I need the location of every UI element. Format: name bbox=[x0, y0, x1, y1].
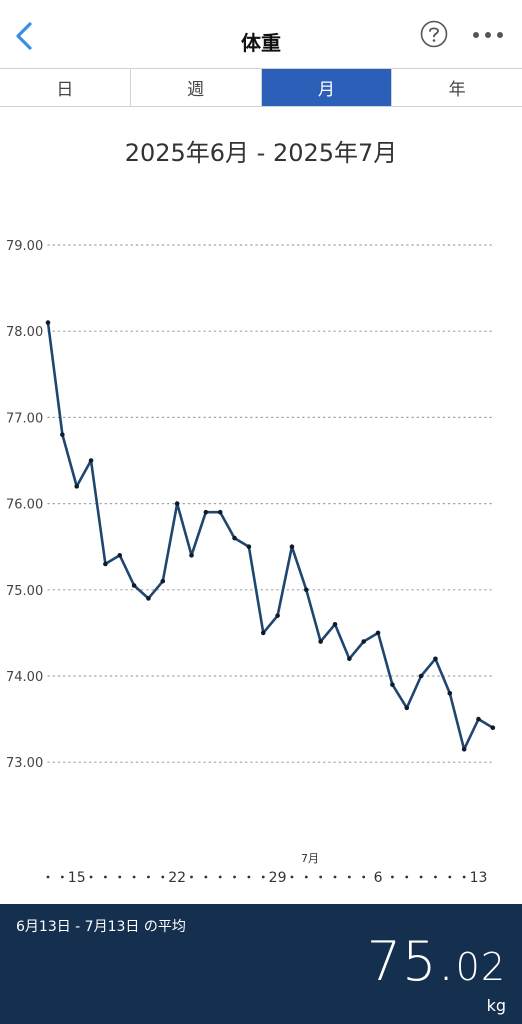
data-point bbox=[246, 544, 252, 549]
x-tick-dot bbox=[462, 875, 466, 879]
data-point bbox=[74, 484, 79, 489]
x-tick-dot bbox=[448, 875, 452, 879]
data-point bbox=[260, 630, 266, 636]
y-tick-label: 79.00 bbox=[6, 239, 43, 254]
average-value: 75.02 bbox=[367, 930, 506, 993]
data-point bbox=[45, 320, 51, 325]
average-label: 6月13日 - 7月13日 の平均 bbox=[16, 919, 186, 935]
x-tick-dot bbox=[147, 875, 150, 879]
average-value-dot: . bbox=[437, 930, 456, 993]
y-tick-label: 78.00 bbox=[6, 325, 43, 340]
data-point bbox=[332, 621, 338, 627]
y-tick-label: 74.00 bbox=[6, 670, 43, 685]
data-point bbox=[131, 583, 137, 588]
x-tick-label: 15 bbox=[68, 870, 86, 886]
tab-day[interactable]: 日 bbox=[0, 69, 131, 106]
data-point bbox=[476, 716, 481, 722]
x-tick-dot bbox=[261, 875, 265, 879]
weight-series-line bbox=[46, 322, 494, 751]
tab-month[interactable]: 月 bbox=[261, 69, 393, 106]
question-circle-icon bbox=[420, 20, 448, 48]
tab-week[interactable]: 週 bbox=[131, 69, 262, 106]
x-tick-dot bbox=[419, 875, 423, 879]
ellipsis-icon bbox=[473, 32, 503, 38]
x-tick-dot bbox=[104, 875, 107, 879]
x-tick-dot bbox=[391, 875, 394, 879]
y-tick-label: 73.00 bbox=[6, 756, 43, 771]
x-tick-dot bbox=[218, 875, 222, 879]
data-point bbox=[461, 746, 467, 752]
x-tick-dot bbox=[233, 875, 236, 879]
data-point bbox=[361, 639, 367, 644]
x-tick-label: 6 bbox=[374, 870, 383, 886]
nav-bar: 体重 bbox=[0, 0, 522, 68]
tab-year[interactable]: 年 bbox=[448, 80, 466, 100]
data-point bbox=[289, 544, 295, 549]
data-point bbox=[174, 501, 180, 506]
x-tick-dot bbox=[132, 875, 136, 879]
average-value-int: 75 bbox=[366, 930, 438, 993]
average-unit: kg bbox=[486, 996, 506, 1015]
x-tick-label: 29 bbox=[269, 870, 287, 886]
x-tick-dot bbox=[118, 875, 122, 879]
average-value-decimal: 02 bbox=[455, 945, 506, 989]
x-tick-dot bbox=[190, 875, 193, 879]
data-point bbox=[160, 578, 166, 584]
data-point bbox=[347, 656, 352, 662]
date-range-label: 2025年6月 - 2025年7月 bbox=[124, 139, 398, 167]
x-tick-dot bbox=[304, 875, 308, 879]
data-point bbox=[232, 535, 237, 541]
data-point bbox=[375, 630, 381, 636]
data-point bbox=[447, 690, 453, 696]
x-tick-label: 13 bbox=[470, 870, 488, 886]
x-tick-dot bbox=[362, 875, 366, 879]
data-point bbox=[203, 509, 209, 515]
period-segmented-control: 日 週 月 年 bbox=[0, 68, 522, 107]
chevron-left-icon bbox=[16, 22, 32, 50]
x-tick-dot bbox=[434, 875, 437, 879]
data-point bbox=[390, 682, 395, 687]
data-point bbox=[88, 458, 94, 463]
data-point bbox=[433, 656, 438, 662]
x-tick-dot bbox=[347, 875, 351, 879]
x-tick-label: 22 bbox=[168, 870, 186, 886]
x-tick-dot bbox=[46, 875, 50, 879]
back-button[interactable] bbox=[10, 18, 40, 54]
y-tick-label: 75.00 bbox=[6, 584, 43, 599]
x-tick-dot bbox=[290, 875, 294, 879]
data-point bbox=[404, 705, 410, 711]
x-tick-dot bbox=[333, 875, 337, 879]
data-point bbox=[146, 596, 151, 601]
x-tick-dot bbox=[60, 875, 64, 879]
more-button[interactable] bbox=[468, 24, 508, 46]
x-tick-dot bbox=[247, 875, 251, 879]
data-point bbox=[217, 509, 223, 515]
data-point bbox=[189, 553, 194, 558]
data-point bbox=[318, 639, 323, 644]
average-summary-panel: 6月13日 - 7月13日 の平均 75.02 kg bbox=[0, 904, 522, 1024]
x-tick-dot bbox=[89, 875, 93, 879]
data-point bbox=[103, 561, 108, 567]
x-tick-dot bbox=[204, 875, 208, 879]
data-point bbox=[304, 587, 309, 593]
x-tick-dot bbox=[161, 875, 165, 879]
data-point bbox=[60, 432, 65, 437]
data-point bbox=[117, 553, 123, 558]
help-button[interactable] bbox=[420, 20, 448, 48]
y-tick-label: 77.00 bbox=[6, 411, 43, 426]
x-tick-dot bbox=[319, 875, 323, 879]
x-tick-dot bbox=[405, 875, 409, 879]
page-title: 体重 bbox=[241, 31, 281, 55]
y-tick-label: 76.00 bbox=[6, 498, 43, 513]
data-point bbox=[490, 725, 496, 731]
data-point bbox=[418, 673, 424, 679]
weight-line-chart: 79.00 78.00 77.00 76.00 75.00 74.00 73.00 15 22 2… bbox=[6, 239, 496, 886]
x-month-label: 7月 bbox=[301, 852, 319, 865]
data-point bbox=[275, 613, 280, 618]
